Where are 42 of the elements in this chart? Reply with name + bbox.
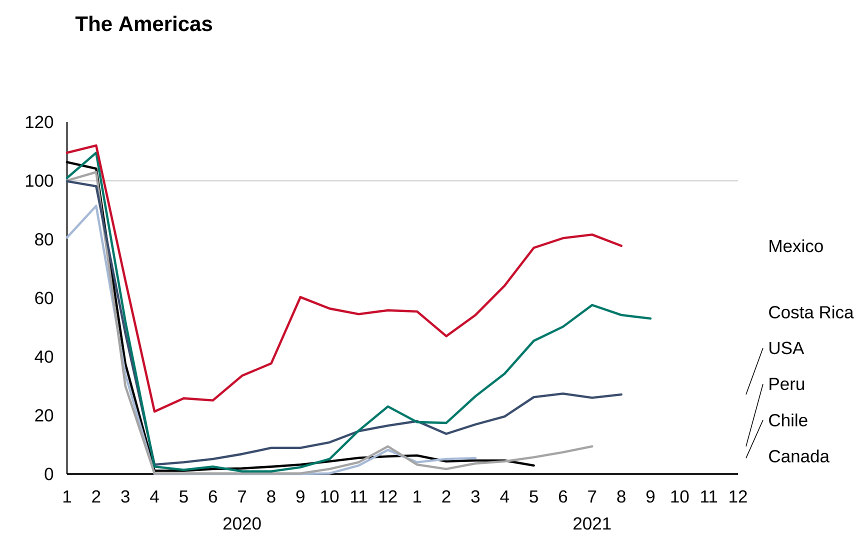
chart-title: The Americas bbox=[75, 16, 212, 32]
x-tick-label: 1 bbox=[414, 490, 422, 502]
text: 2020 bbox=[223, 517, 261, 530]
text: Peru bbox=[770, 378, 804, 390]
line-series bbox=[66, 144, 622, 413]
y-tick-label: 60 bbox=[35, 292, 54, 304]
x-tick-label: 2 bbox=[442, 490, 450, 502]
text: USA bbox=[770, 342, 804, 354]
line-series bbox=[66, 152, 652, 473]
x-tick-label: 7 bbox=[588, 490, 596, 502]
x-tick-label: 11 bbox=[350, 490, 367, 502]
x-tick-label: 6 bbox=[558, 490, 568, 503]
y-tick-label: 100 bbox=[26, 174, 54, 187]
x-tick-label: 12 bbox=[730, 490, 747, 502]
y-tick-label: 40 bbox=[34, 350, 54, 363]
x-tick-label: 10 bbox=[321, 490, 339, 503]
x-tick-label: 6 bbox=[208, 490, 217, 503]
x-tick-label: 2 bbox=[92, 490, 100, 502]
text: Costa Rica bbox=[769, 306, 854, 318]
x-tick-label: 8 bbox=[617, 490, 626, 503]
y-tick-label: 80 bbox=[35, 233, 54, 246]
x-tick-label: 9 bbox=[646, 490, 655, 503]
x-tick-label: 12 bbox=[380, 490, 397, 502]
y-tick-label: 20 bbox=[35, 409, 54, 422]
y-tick-label: 0 bbox=[44, 468, 54, 480]
x-tick-label: 3 bbox=[471, 490, 480, 503]
x-tick-label: 5 bbox=[180, 490, 188, 503]
x-tick-label: 4 bbox=[150, 490, 159, 502]
x-tick-label: 3 bbox=[121, 490, 130, 503]
x-tick-label: 11 bbox=[701, 490, 718, 502]
x-tick-label: 9 bbox=[296, 490, 304, 503]
x-tick-label: 5 bbox=[530, 490, 538, 503]
x-tick-label: 4 bbox=[500, 490, 509, 502]
text: Canada bbox=[769, 450, 830, 462]
text: 2021 bbox=[574, 517, 611, 530]
x-tick-label: 7 bbox=[238, 490, 246, 502]
y-tick-label: 120 bbox=[26, 116, 54, 128]
x-tick-label: 8 bbox=[267, 490, 276, 503]
text: Chile bbox=[769, 414, 808, 426]
x-tick-label: 1 bbox=[63, 490, 72, 502]
x-tick-label: 10 bbox=[671, 490, 689, 503]
text: Mexico bbox=[770, 239, 823, 252]
